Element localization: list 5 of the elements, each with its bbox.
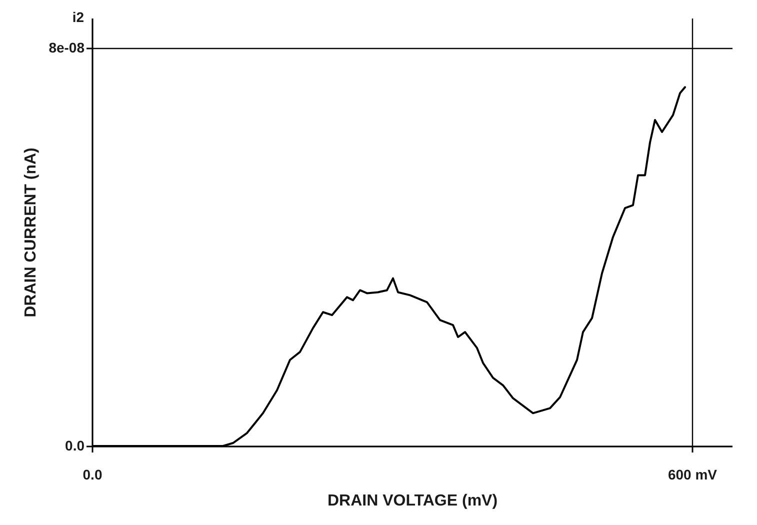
x-tick-label: 600 mV [668,466,718,482]
y-tick-label: 8e-08 [48,39,85,56]
x-axis-title: DRAIN VOLTAGE (mV) [327,492,498,510]
y-axis-title: DRAIN CURRENT (nA) [22,148,40,318]
text: i2 [72,9,84,25]
